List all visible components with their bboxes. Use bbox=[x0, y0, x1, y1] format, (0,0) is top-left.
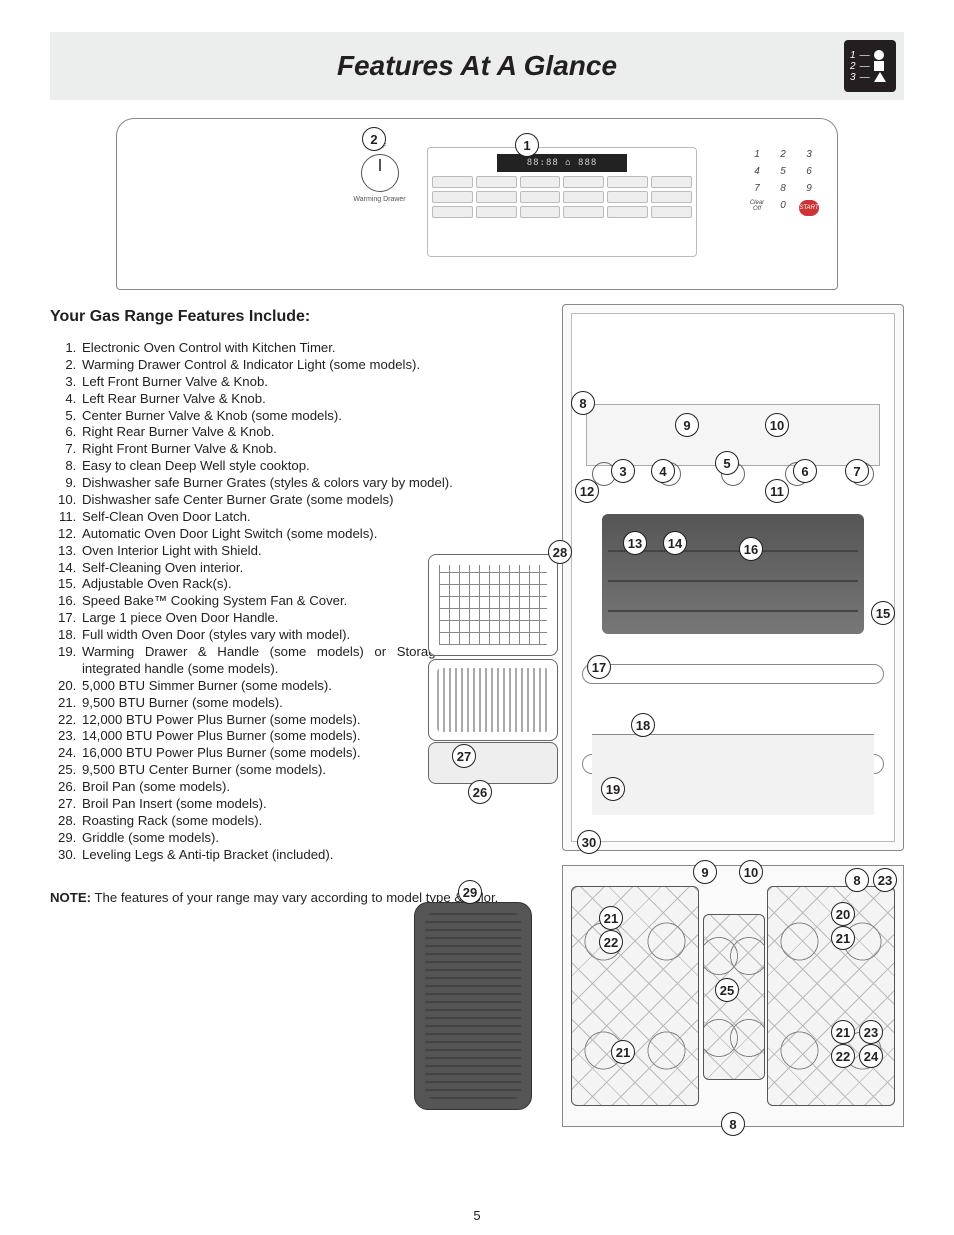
features-heading: Your Gas Range Features Include: bbox=[50, 308, 530, 326]
griddle-diagram: 29 bbox=[408, 896, 538, 1116]
roasting-rack-icon bbox=[428, 554, 558, 656]
oven-display: 88:88 ⌂ 888 bbox=[497, 154, 627, 172]
callout-3: 3 bbox=[611, 459, 635, 483]
callout-25: 25 bbox=[715, 978, 739, 1002]
callout-18: 18 bbox=[631, 713, 655, 737]
callout-15: 15 bbox=[871, 601, 895, 625]
cooktop-top-diagram: 9 10 8 23 21 22 20 21 25 21 21 23 22 24 … bbox=[562, 865, 904, 1127]
callout-19: 19 bbox=[601, 777, 625, 801]
callout-22a: 22 bbox=[599, 930, 623, 954]
warming-drawer-knob: OFF Warming Drawer bbox=[347, 143, 412, 263]
callout-1: 1 bbox=[515, 133, 539, 157]
callout-6: 6 bbox=[793, 459, 817, 483]
list-item: Self-Clean Oven Door Latch. bbox=[80, 509, 530, 526]
broil-pan-insert-icon bbox=[428, 659, 558, 741]
numeric-keypad: 1 2 3 4 5 6 7 8 9 Clear Off 0 START bbox=[747, 149, 819, 216]
callout-29: 29 bbox=[458, 880, 482, 904]
callout-17: 17 bbox=[587, 655, 611, 679]
callout-8a: 8 bbox=[845, 868, 869, 892]
list-item: Left Front Burner Valve & Knob. bbox=[80, 374, 530, 391]
list-item: Griddle (some models). bbox=[80, 830, 530, 847]
title-bar: Features At A Glance 1— 2— 3— bbox=[50, 32, 904, 100]
manual-page: Features At A Glance 1— 2— 3— 2 1 OFF Wa… bbox=[0, 0, 954, 1235]
list-item: Leveling Legs & Anti-tip Bracket (includ… bbox=[80, 847, 530, 864]
content-area: Your Gas Range Features Include: Electro… bbox=[50, 304, 904, 1127]
list-item: Center Burner Valve & Knob (some models)… bbox=[80, 408, 530, 425]
start-button-icon: START bbox=[799, 200, 819, 216]
callout-28: 28 bbox=[548, 540, 572, 564]
oven-control-cluster: 88:88 ⌂ 888 bbox=[427, 147, 697, 257]
callout-23b: 23 bbox=[859, 1020, 883, 1044]
callout-21b: 21 bbox=[831, 926, 855, 950]
callout-4: 4 bbox=[651, 459, 675, 483]
callout-9: 9 bbox=[675, 413, 699, 437]
range-front-diagram: 8 9 10 3 4 5 6 7 11 12 13 14 16 15 17 18… bbox=[562, 304, 904, 851]
broil-pan-icon bbox=[428, 742, 558, 784]
list-item: Warming Drawer Control & Indicator Light… bbox=[80, 357, 530, 374]
callout-2: 2 bbox=[362, 127, 386, 151]
list-item: Dishwasher safe Center Burner Grate (som… bbox=[80, 492, 530, 509]
broil-pan-diagram: 28 27 26 bbox=[418, 554, 568, 789]
list-item: Broil Pan Insert (some models). bbox=[80, 796, 530, 813]
list-item: Right Front Burner Valve & Knob. bbox=[80, 441, 530, 458]
callout-8: 8 bbox=[571, 391, 595, 415]
callout-13: 13 bbox=[623, 531, 647, 555]
list-item: Left Rear Burner Valve & Knob. bbox=[80, 391, 530, 408]
callout-30: 30 bbox=[577, 830, 601, 854]
list-item: Automatic Oven Door Light Switch (some m… bbox=[80, 526, 530, 543]
callout-24: 24 bbox=[859, 1044, 883, 1068]
list-item: Electronic Oven Control with Kitchen Tim… bbox=[80, 340, 530, 357]
callout-14: 14 bbox=[663, 531, 687, 555]
steps-icon: 1— 2— 3— bbox=[844, 40, 896, 92]
callout-20: 20 bbox=[831, 902, 855, 926]
list-item: Roasting Rack (some models). bbox=[80, 813, 530, 830]
page-number: 5 bbox=[0, 1208, 954, 1223]
list-item: Right Rear Burner Valve & Knob. bbox=[80, 424, 530, 441]
page-title: Features At A Glance bbox=[337, 50, 617, 82]
callout-5: 5 bbox=[715, 451, 739, 475]
callout-22b: 22 bbox=[831, 1044, 855, 1068]
callout-27: 27 bbox=[452, 744, 476, 768]
callout-16: 16 bbox=[739, 537, 763, 561]
callout-7: 7 bbox=[845, 459, 869, 483]
callout-12: 12 bbox=[575, 479, 599, 503]
callout-10b: 10 bbox=[739, 860, 763, 884]
list-item: Easy to clean Deep Well style cooktop. bbox=[80, 458, 530, 475]
callout-11: 11 bbox=[765, 479, 789, 503]
diagrams-column: 28 27 26 29 bbox=[548, 304, 904, 1127]
callout-21a: 21 bbox=[599, 906, 623, 930]
control-panel-illustration: 2 1 OFF Warming Drawer 88:88 ⌂ 888 1 2 3… bbox=[116, 118, 838, 290]
list-item: Dishwasher safe Burner Grates (styles & … bbox=[80, 475, 530, 492]
callout-21c: 21 bbox=[611, 1040, 635, 1064]
callout-23a: 23 bbox=[873, 868, 897, 892]
callout-10: 10 bbox=[765, 413, 789, 437]
callout-9b: 9 bbox=[693, 860, 717, 884]
callout-21d: 21 bbox=[831, 1020, 855, 1044]
callout-8b: 8 bbox=[721, 1112, 745, 1136]
callout-26: 26 bbox=[468, 780, 492, 804]
